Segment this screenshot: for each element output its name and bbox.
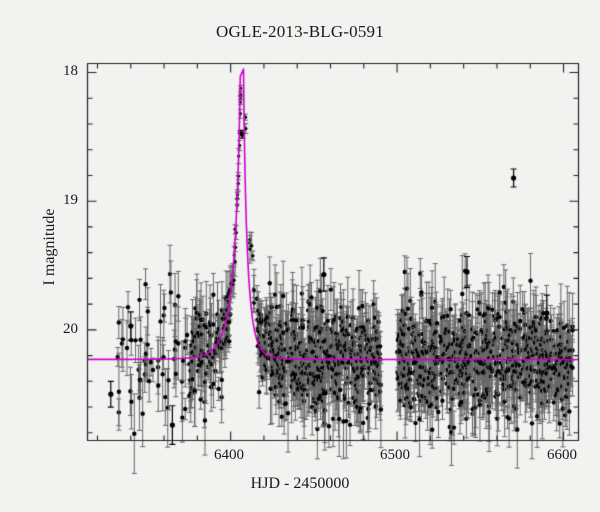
x-axis-label: HJD - 2450000 [250, 475, 350, 492]
y-tick-label-20: 20 [63, 321, 78, 337]
y-tick-label-19: 19 [63, 192, 78, 208]
y-axis-label: I magnitude [41, 208, 58, 286]
x-tick-label-6600: 6600 [547, 447, 577, 463]
x-tick-label-6400: 6400 [214, 447, 244, 463]
x-tick-label-6500: 6500 [380, 447, 410, 463]
y-tick-label-18: 18 [63, 63, 78, 79]
